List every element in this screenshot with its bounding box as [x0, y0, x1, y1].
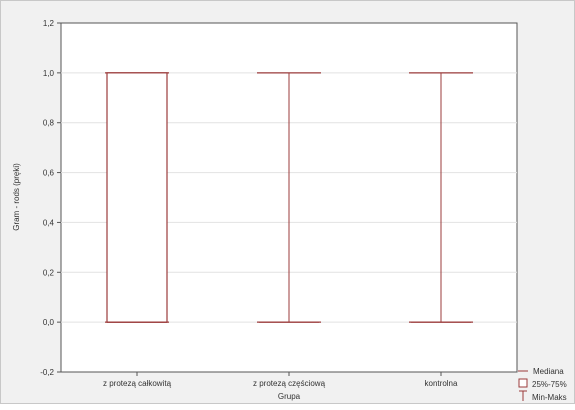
box-group: [409, 72, 473, 323]
box-group: [105, 72, 169, 323]
y-tick-label: 1,0: [43, 69, 55, 78]
y-axis-title: Gram - rods (pręki): [12, 163, 21, 231]
y-tick-label: 0,8: [43, 119, 55, 128]
legend-box-label: 25%-75%: [532, 380, 567, 389]
legend-median-label: Mediana: [533, 367, 564, 376]
y-tick-label: 0,4: [43, 218, 55, 227]
y-tick-label: -0,2: [40, 368, 54, 377]
x-axis-title: Grupa: [278, 392, 301, 401]
legend-box-symbol: [518, 378, 528, 388]
y-tick-label: 0,6: [43, 169, 55, 178]
y-tick-label: 1,2: [43, 19, 55, 28]
iqr-box: [106, 72, 168, 323]
y-axis: -0,2 0,0 0,2 0,4 0,6 0,8 1,0 1,2: [40, 19, 61, 377]
x-tick-label: z protezą częściową: [253, 379, 326, 388]
y-tick-label: 0,2: [43, 268, 55, 277]
x-axis: z protezą całkowitą z protezą częściową ko…: [103, 372, 458, 388]
box-series: [105, 72, 473, 323]
legend-whisker-label: Min-Maks: [532, 393, 567, 402]
y-tick-label: 0,0: [43, 318, 55, 327]
x-tick-label: kontrolna: [425, 379, 458, 388]
x-tick-label: z protezą całkowitą: [103, 379, 172, 388]
box-group: [257, 72, 321, 323]
legend: Mediana 25%-75% Min-Maks: [518, 367, 567, 402]
